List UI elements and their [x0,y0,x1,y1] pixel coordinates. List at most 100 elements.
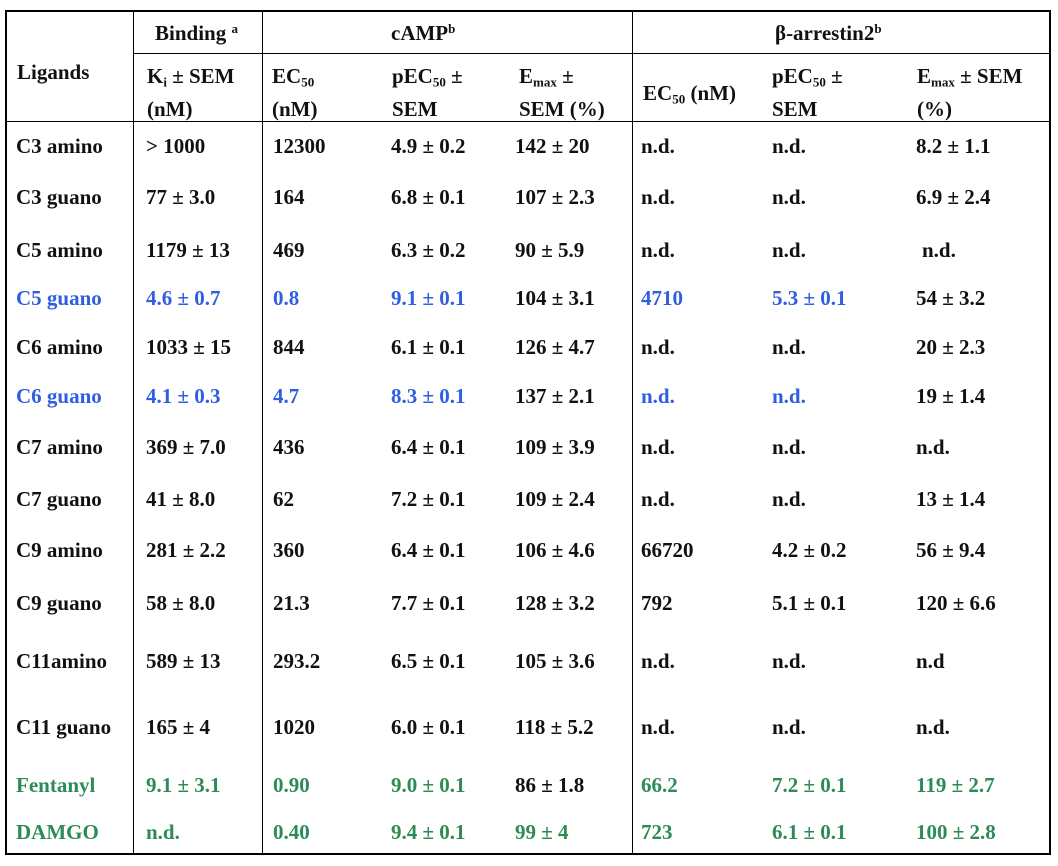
cell-camp-emax: 137 ± 2.1 [515,386,595,407]
cell-camp-pec50: 6.0 ± 0.1 [391,717,466,738]
cell-camp-pec50: 7.2 ± 0.1 [391,489,466,510]
cell-ki: 41 ± 8.0 [146,489,215,510]
cell-camp-ec50: 436 [273,437,305,458]
cell-camp-ec50: 4.7 [273,386,299,407]
header-barr-emax-unit: (%) [917,99,952,120]
cell-ki: > 1000 [146,136,205,157]
cell-barr-ec50: 66.2 [641,775,678,796]
cell-barr-pec50: 5.1 ± 0.1 [772,593,847,614]
cell-camp-pec50: 6.1 ± 0.1 [391,337,466,358]
column-divider-3 [632,10,633,855]
cell-camp-pec50: 6.5 ± 0.1 [391,651,466,672]
cell-camp-ec50: 62 [273,489,294,510]
cell-ki: 1033 ± 15 [146,337,231,358]
header-ligands: Ligands [17,62,89,83]
cell-camp-pec50: 9.1 ± 0.1 [391,288,466,309]
cell-camp-pec50: 4.9 ± 0.2 [391,136,466,157]
cell-ki: 165 ± 4 [146,717,210,738]
header-camp: cAMPb [391,23,455,44]
cell-barr-pec50: n.d. [772,187,806,208]
cell-ligand: C5 amino [16,240,103,261]
cell-barr-pec50: 6.1 ± 0.1 [772,822,847,843]
cell-ligand: C9 amino [16,540,103,561]
cell-barr-pec50: 7.2 ± 0.1 [772,775,847,796]
column-divider-2 [262,10,263,855]
header-divider [5,121,1051,122]
cell-barr-emax: 119 ± 2.7 [916,775,995,796]
header-camp-pec50-sem: SEM [392,99,438,120]
cell-camp-emax: 90 ± 5.9 [515,240,584,261]
cell-camp-emax: 128 ± 3.2 [515,593,595,614]
cell-barr-ec50: n.d. [641,437,675,458]
cell-ki: 4.6 ± 0.7 [146,288,221,309]
cell-camp-pec50: 8.3 ± 0.1 [391,386,466,407]
cell-barr-emax: 13 ± 1.4 [916,489,985,510]
header-subdivider [133,53,1051,54]
cell-ligand: C7 guano [16,489,102,510]
header-barr-emax: Emax ± SEM [917,66,1022,87]
cell-barr-emax: 120 ± 6.6 [916,593,996,614]
cell-camp-pec50: 6.8 ± 0.1 [391,187,466,208]
header-camp-ec50: EC50 [272,66,314,87]
header-binding: Binding a [155,23,238,44]
cell-barr-emax: 20 ± 2.3 [916,337,985,358]
cell-barr-emax: 54 ± 3.2 [916,288,985,309]
header-barr-ec50: EC50 (nM) [643,83,736,104]
cell-camp-ec50: 1020 [273,717,315,738]
cell-ki: 1179 ± 13 [146,240,230,261]
cell-camp-emax: 118 ± 5.2 [515,717,594,738]
cell-barr-ec50: n.d. [641,337,675,358]
cell-camp-emax: 142 ± 20 [515,136,590,157]
cell-ligand: DAMGO [16,822,99,843]
cell-camp-ec50: 360 [273,540,305,561]
cell-camp-pec50: 6.3 ± 0.2 [391,240,466,261]
cell-barr-pec50: 4.2 ± 0.2 [772,540,847,561]
cell-camp-emax: 107 ± 2.3 [515,187,595,208]
cell-barr-emax: n.d. [916,437,950,458]
cell-barr-pec50: n.d. [772,717,806,738]
cell-camp-emax: 105 ± 3.6 [515,651,595,672]
cell-barr-ec50: n.d. [641,717,675,738]
cell-barr-ec50: 66720 [641,540,694,561]
cell-camp-emax: 86 ± 1.8 [515,775,584,796]
cell-camp-ec50: 844 [273,337,305,358]
cell-camp-emax: 109 ± 2.4 [515,489,595,510]
cell-ki: 281 ± 2.2 [146,540,226,561]
cell-camp-ec50: 0.90 [273,775,310,796]
header-ki-unit: (nM) [147,99,193,120]
cell-barr-ec50: 723 [641,822,673,843]
cell-barr-pec50: n.d. [772,489,806,510]
header-camp-pec50: pEC50 ± [392,66,463,87]
header-camp-emax: Emax ± [519,66,574,87]
cell-barr-ec50: n.d. [641,489,675,510]
cell-barr-pec50: n.d. [772,136,806,157]
cell-barr-pec50: n.d. [772,651,806,672]
cell-barr-ec50: 4710 [641,288,683,309]
cell-camp-ec50: 469 [273,240,305,261]
cell-camp-ec50: 12300 [273,136,326,157]
cell-barr-pec50: n.d. [772,386,806,407]
cell-barr-emax: n.d. [916,717,950,738]
cell-ki: 77 ± 3.0 [146,187,215,208]
cell-camp-pec50: 9.0 ± 0.1 [391,775,466,796]
cell-barr-emax: 19 ± 1.4 [916,386,985,407]
cell-barr-pec50: 5.3 ± 0.1 [772,288,847,309]
column-divider-1 [133,10,134,855]
cell-ki: 369 ± 7.0 [146,437,226,458]
cell-ki: 9.1 ± 3.1 [146,775,221,796]
cell-camp-pec50: 6.4 ± 0.1 [391,437,466,458]
cell-camp-ec50: 21.3 [273,593,310,614]
cell-camp-ec50: 0.8 [273,288,299,309]
header-barr-pec50-sem: SEM [772,99,818,120]
cell-barr-emax: 8.2 ± 1.1 [916,136,991,157]
cell-camp-pec50: 6.4 ± 0.1 [391,540,466,561]
cell-ki: n.d. [146,822,180,843]
cell-camp-pec50: 9.4 ± 0.1 [391,822,466,843]
cell-ki: 58 ± 8.0 [146,593,215,614]
cell-camp-pec50: 7.7 ± 0.1 [391,593,466,614]
cell-barr-ec50: n.d. [641,187,675,208]
cell-ki: 589 ± 13 [146,651,221,672]
cell-barr-emax: n.d. [922,240,956,261]
cell-camp-ec50: 293.2 [273,651,320,672]
cell-camp-ec50: 164 [273,187,305,208]
